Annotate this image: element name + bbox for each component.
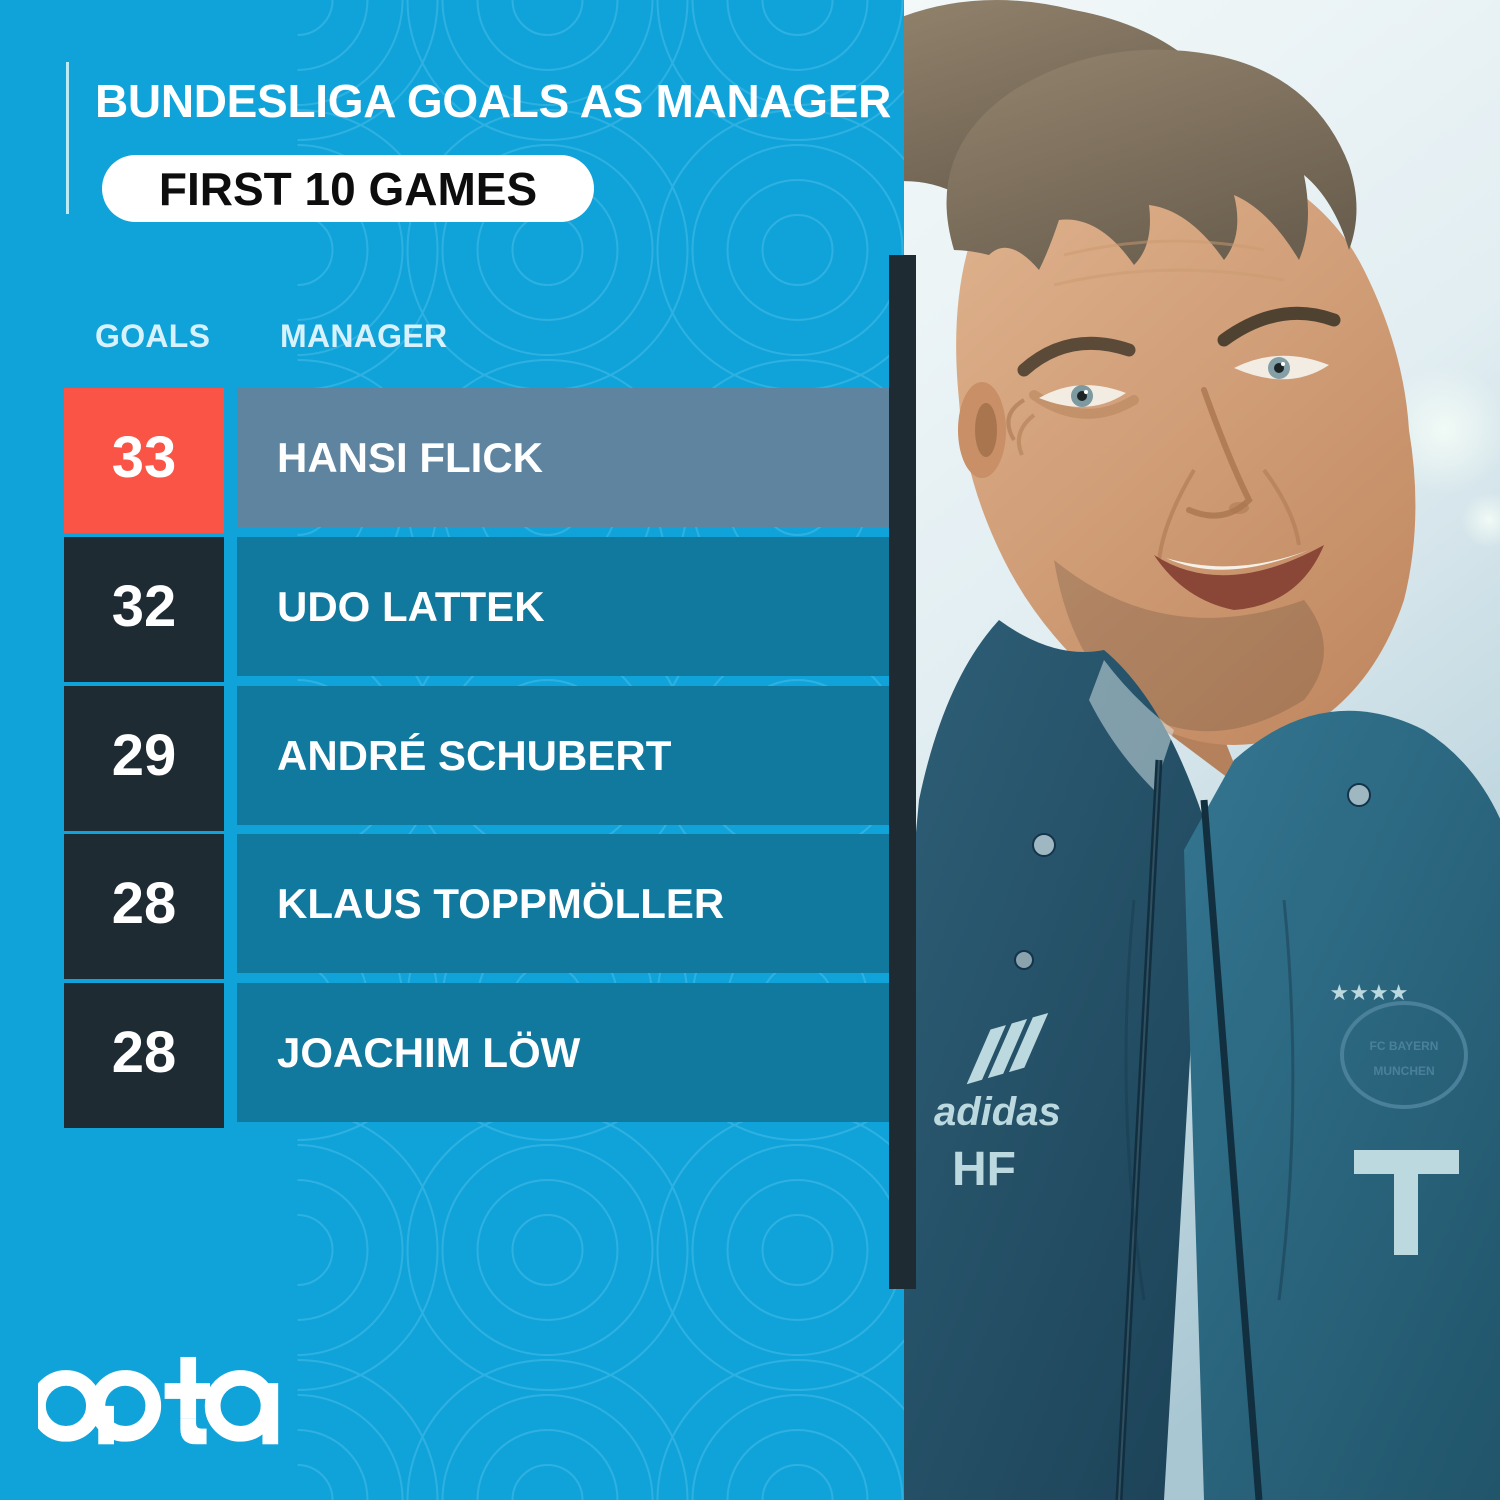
svg-text:adidas: adidas: [934, 1090, 1061, 1134]
svg-text:MUNCHEN: MUNCHEN: [1373, 1064, 1434, 1078]
svg-text:HF: HF: [952, 1143, 1016, 1196]
svg-text:FC BAYERN: FC BAYERN: [1370, 1039, 1439, 1053]
svg-text:★★★★: ★★★★: [1330, 980, 1409, 1005]
